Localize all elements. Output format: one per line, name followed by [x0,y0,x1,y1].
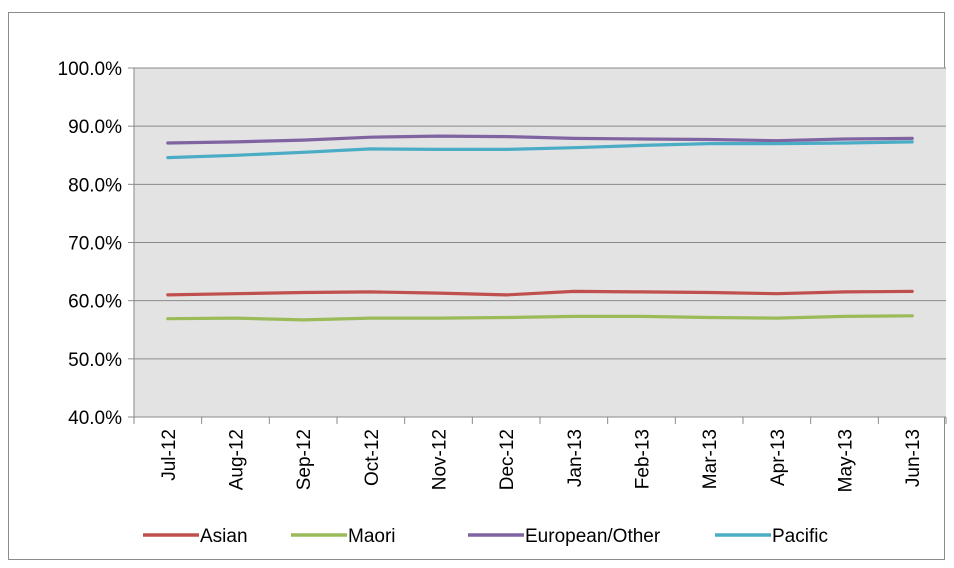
series-lines [166,134,914,322]
y-tick-label: 40.0% [68,408,122,429]
y-axis-tick-labels: 40.0% 50.0% 60.0% 70.0% 80.0% 90.0% 100.0% [58,59,123,429]
y-tick-label: 90.0% [68,117,122,138]
x-tick-label: Sep-12 [294,429,315,490]
y-tick-label: 70.0% [68,234,122,255]
legend-label: Maori [348,526,396,547]
series-line [166,289,914,297]
legend: Asian Maori European/Other Pacific [143,526,828,547]
x-tick-label: Jun-13 [903,429,924,487]
x-tick-label: Apr-13 [768,429,789,486]
x-tick-label: Mar-13 [700,429,721,489]
y-tick-label: 50.0% [68,350,122,371]
x-tick-label: May-13 [836,429,857,492]
x-tick-label: Jul-12 [159,429,180,481]
x-tick-label: Dec-12 [497,429,518,490]
legend-label: Asian [200,526,248,547]
y-tick-label: 80.0% [68,175,122,196]
x-tick-label: Jan-13 [565,429,586,487]
y-tick-label: 60.0% [68,292,122,313]
y-tick-label: 100.0% [58,59,123,80]
legend-label: European/Other [525,526,661,547]
gridlines [128,67,946,418]
x-tick-label: Aug-12 [227,429,248,490]
x-tick-label: Oct-12 [362,429,383,486]
series-line [166,140,914,160]
axes [133,68,947,424]
x-tick-label: Feb-13 [633,429,654,489]
legend-label: Pacific [772,526,828,547]
series-line [166,134,914,145]
x-tick-label: Nov-12 [430,429,451,490]
x-axis-tick-labels: Jul-12 Aug-12 Sep-12 Oct-12 Nov-12 Dec-12 Jan-… [159,429,924,492]
series-line [166,314,914,322]
